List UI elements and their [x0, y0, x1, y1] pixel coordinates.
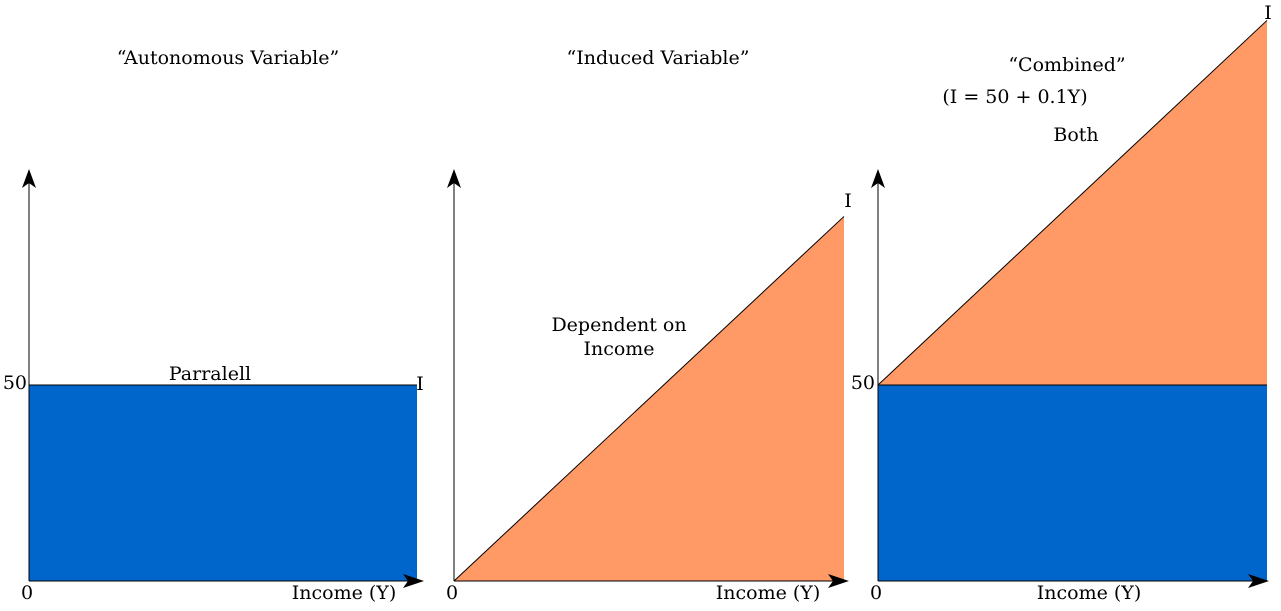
panel-subtitle: (I = 50 + 0.1Y) — [942, 86, 1087, 108]
y-axis-arrow — [871, 169, 885, 188]
origin-label: 0 — [870, 582, 882, 604]
panel-combined: “Combined” (I = 50 + 0.1Y) 50 0 Income (… — [851, 2, 1272, 604]
y-axis-arrow — [22, 169, 36, 188]
line-end-label: I — [416, 373, 424, 395]
origin-label: 0 — [21, 582, 33, 604]
panel-induced: “Induced Variable” 0 Income (Y) I Depend… — [446, 47, 852, 604]
x-axis-label: Income (Y) — [1037, 582, 1142, 604]
origin-label: 0 — [446, 582, 458, 604]
y-axis-arrow — [447, 169, 461, 188]
annotation: Dependent on — [551, 314, 686, 336]
annotation: Income — [583, 338, 654, 360]
autonomous-area — [29, 385, 417, 581]
autonomous-area — [878, 385, 1267, 581]
panel-title: “Induced Variable” — [567, 47, 750, 69]
x-axis-arrow — [1248, 574, 1269, 588]
x-axis-arrow — [403, 574, 424, 588]
panel-title: “Autonomous Variable” — [117, 47, 339, 69]
line-end-label: I — [1264, 2, 1272, 24]
annotation: Both — [1053, 124, 1098, 146]
x-axis-arrow — [828, 574, 849, 588]
y-tick-label: 50 — [3, 372, 27, 394]
panel-title: “Combined” — [1008, 54, 1125, 76]
investment-line — [877, 20, 1268, 386]
x-axis-label: Income (Y) — [292, 582, 397, 604]
investment-line — [453, 216, 845, 582]
panel-autonomous: “Autonomous Variable” 50 0 Income (Y) I … — [3, 47, 424, 604]
y-tick-label: 50 — [851, 372, 875, 394]
x-axis-label: Income (Y) — [716, 582, 821, 604]
annotation: Parralell — [169, 363, 251, 385]
line-end-label: I — [844, 190, 852, 212]
